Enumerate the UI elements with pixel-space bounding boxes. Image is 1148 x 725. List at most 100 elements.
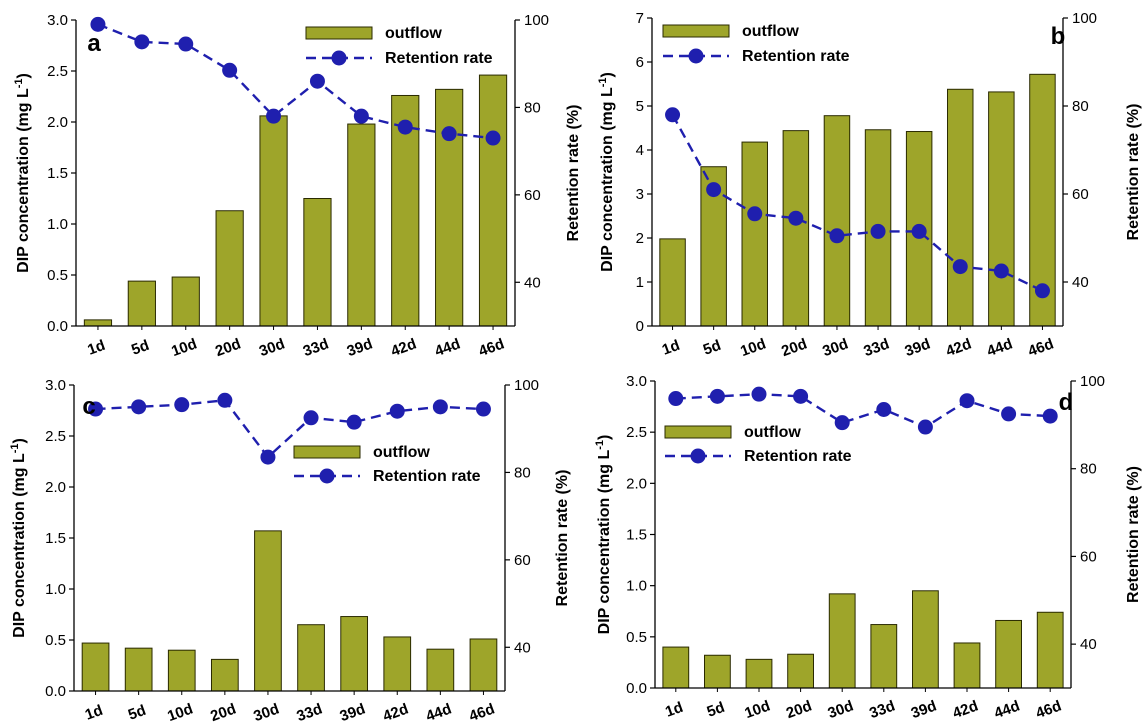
retention-marker-30d <box>829 228 845 244</box>
retention-line <box>95 399 484 459</box>
right-tick-label: 60 <box>524 187 541 204</box>
chart-panel-c: 0.0 0.5 1.0 1.5 2.0 2.5 3.0 40 60 80 100 1d 5d 10d 20d… <box>9 377 571 725</box>
x-tick-label-10d: 10d <box>165 700 195 725</box>
left-tick-label: 2.5 <box>45 428 66 445</box>
x-tick-label-33d: 33d <box>867 697 897 722</box>
y-axis-left-title: DIP concentration (mg L-1) <box>9 438 28 638</box>
bar-30d <box>823 115 851 327</box>
retention-marker-33d <box>870 223 886 239</box>
retention-marker-39d <box>346 414 362 430</box>
legend-bar-label: outflow <box>744 424 801 441</box>
panel-label-b: b <box>1051 23 1066 50</box>
left-tick-label: 1.0 <box>45 581 66 598</box>
x-tick-label-33d: 33d <box>861 335 891 360</box>
retention-marker-30d <box>266 108 282 124</box>
bar-33d <box>297 624 325 692</box>
left-tick-label: 5 <box>636 98 644 115</box>
y-axis-right-title: Retention rate (%) <box>554 470 571 607</box>
bar-33d <box>303 198 332 327</box>
bar-42d <box>383 636 412 692</box>
x-tick-label-39d: 39d <box>338 700 368 725</box>
bar-44d <box>435 88 464 327</box>
bar-46d <box>469 638 498 692</box>
left-tick-label: 0.5 <box>47 267 68 284</box>
retention-line <box>675 392 1051 429</box>
x-tick-label-39d: 39d <box>345 335 375 360</box>
right-tick-label: 40 <box>1072 274 1089 291</box>
right-tick-label: 60 <box>1072 186 1089 203</box>
x-tick-label-33d: 33d <box>301 335 331 360</box>
retention-marker-30d <box>834 415 850 431</box>
legend: outflow Retention rate <box>664 424 852 465</box>
left-tick-label: 1.0 <box>626 578 647 595</box>
x-tick-label-1d: 1d <box>663 699 685 721</box>
retention-marker-5d <box>134 34 150 50</box>
retention-marker-1d <box>665 107 681 123</box>
legend-marker-swatch <box>319 468 335 484</box>
bar-39d <box>347 123 376 327</box>
bar-30d <box>259 115 288 327</box>
x-tick-label-20d: 20d <box>213 335 243 360</box>
right-tick-label: 80 <box>514 464 531 481</box>
right-tick-label: 80 <box>1072 98 1089 115</box>
retention-marker-46d <box>1034 283 1050 299</box>
bar-30d <box>254 530 282 692</box>
x-tick-label-1d: 1d <box>85 337 107 359</box>
bar-20d <box>210 658 239 692</box>
x-tick-label-5d: 5d <box>701 337 723 359</box>
retention-marker-1d <box>90 16 106 32</box>
retention-marker-20d <box>217 392 233 408</box>
left-tick-label: 0 <box>636 318 644 335</box>
panel-label-a: a <box>87 30 101 57</box>
left-tick-label: 0.5 <box>45 632 66 649</box>
bar-10d <box>171 276 200 327</box>
legend-marker-swatch <box>690 448 706 464</box>
legend-line-label: Retention rate <box>742 48 850 65</box>
x-tick-label-46d: 46d <box>467 700 497 725</box>
x-tick-label-20d: 20d <box>208 700 238 725</box>
retention-marker-42d <box>397 119 413 135</box>
panel-label-c: c <box>82 393 95 420</box>
retention-marker-10d <box>747 206 763 222</box>
right-tick-label: 40 <box>514 639 531 656</box>
retention-marker-5d <box>709 388 725 404</box>
bar-42d <box>947 88 974 327</box>
left-tick-label: 3.0 <box>45 377 66 394</box>
x-tick-label-39d: 39d <box>909 697 939 722</box>
x-tick-label-44d: 44d <box>433 335 463 360</box>
chart-panel-a: 0.0 0.5 1.0 1.5 2.0 2.5 3.0 40 60 80 100 1d 5d 10d 20d… <box>13 12 582 360</box>
legend-line-label: Retention rate <box>373 468 481 485</box>
bar-5d <box>704 654 731 689</box>
x-tick-label-42d: 42d <box>944 335 974 360</box>
bar-20d <box>215 210 244 327</box>
bar-33d <box>870 624 898 689</box>
legend-marker-swatch <box>331 50 347 66</box>
retention-marker-44d <box>441 126 457 142</box>
retention-marker-10d <box>174 397 190 413</box>
left-tick-label: 0.0 <box>47 318 68 335</box>
retention-marker-46d <box>475 401 491 417</box>
left-tick-label: 3.0 <box>47 12 68 29</box>
left-tick-label: 0.5 <box>626 629 647 646</box>
chart-panel-b: 0 1 2 3 4 5 6 7 40 60 80 100 1d 5d 10d 20d 30d 33d 39d 42d 4… <box>597 10 1142 360</box>
left-tick-label: 7 <box>636 10 644 27</box>
retention-marker-20d <box>222 62 238 78</box>
left-tick-label: 0.0 <box>45 683 66 700</box>
retention-marker-10d <box>751 386 767 402</box>
retention-marker-20d <box>793 388 809 404</box>
retention-marker-42d <box>389 403 405 419</box>
retention-marker-39d <box>917 419 933 435</box>
legend-bar-swatch <box>662 24 730 38</box>
x-tick-label-10d: 10d <box>738 335 768 360</box>
left-tick-label: 1.5 <box>626 527 647 544</box>
retention-marker-44d <box>1001 406 1017 422</box>
right-tick-label: 80 <box>1080 461 1097 478</box>
x-tick-label-39d: 39d <box>903 335 933 360</box>
bar-5d <box>124 647 153 692</box>
bar-1d <box>83 319 113 327</box>
legend-bar-swatch <box>293 445 361 459</box>
left-tick-label: 2.0 <box>45 479 66 496</box>
bar-46d <box>1036 611 1064 689</box>
bar-44d <box>426 648 455 692</box>
